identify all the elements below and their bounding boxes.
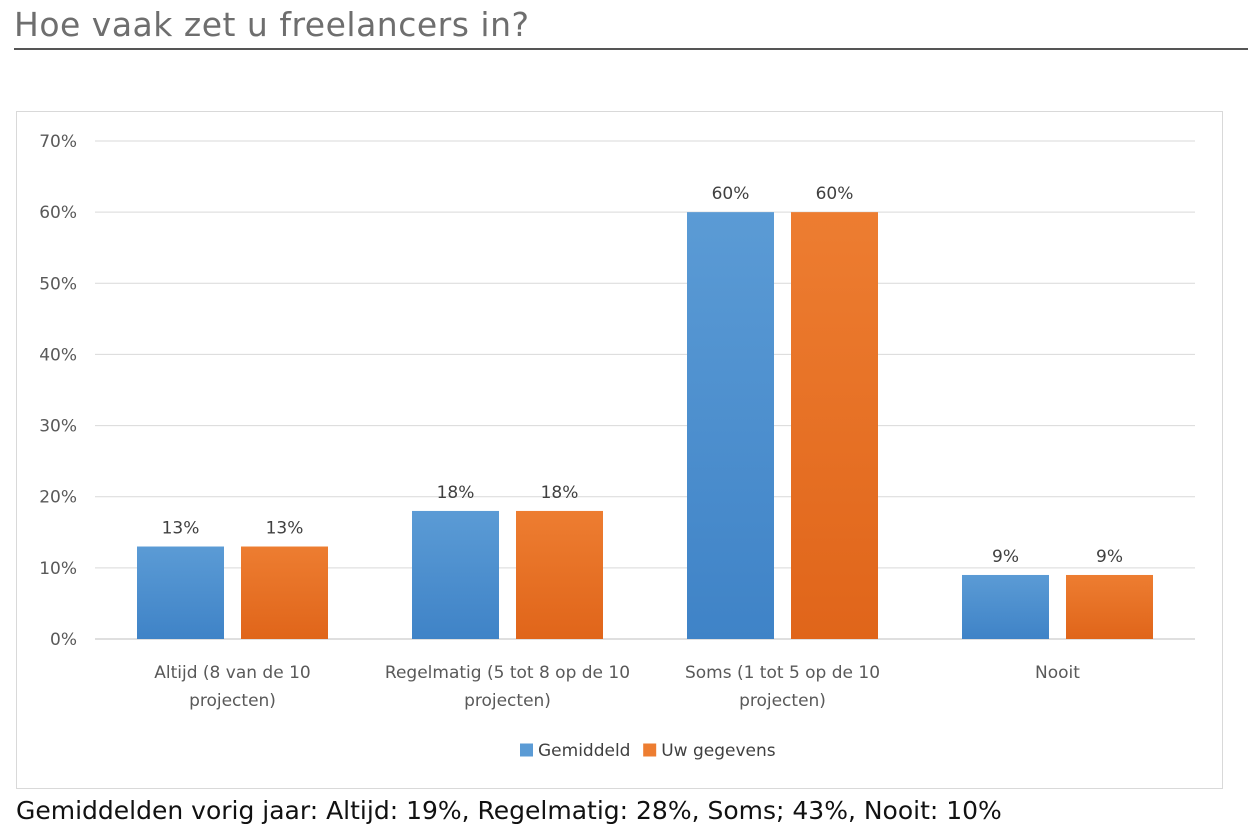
bar-uw-gegevens [791,212,878,639]
y-tick-label: 40% [39,345,77,365]
bar-gemiddeld [412,510,499,639]
data-label: 18% [437,483,475,503]
data-label: 13% [266,519,304,539]
page-title: Hoe vaak zet u freelancers in? [14,5,530,44]
bar-uw-gegevens [516,510,603,639]
bar-chart: 0% 10% 20% 30% 40% 50% 60% 70% 13% 13% Altijd (8 v… [39,132,1195,761]
x-category-label: Nooit [1035,663,1080,683]
y-tick-label: 50% [39,274,77,294]
data-label: 60% [816,184,854,204]
legend-label: Uw gegevens [661,741,776,761]
bar-gemiddeld [687,212,774,639]
y-tick-label: 20% [39,488,77,508]
chart-area: 0% 10% 20% 30% 40% 50% 60% 70% 13% 13% Altijd (8 v… [16,111,1223,789]
bar-uw-gegevens [241,546,328,639]
legend-label: Gemiddeld [538,741,630,761]
bar-uw-gegevens [1066,574,1153,639]
data-label: 13% [162,519,200,539]
x-category-label: Soms (1 tot 5 op de 10 projecten) [685,663,880,711]
y-tick-label: 10% [39,559,77,579]
data-label: 60% [712,184,750,204]
x-category-label: Altijd (8 van de 10 projecten) [154,663,310,711]
y-tick-label: 0% [50,630,77,650]
y-tick-label: 60% [39,203,77,223]
bar-gemiddeld [137,546,224,639]
bar-gemiddeld [962,574,1049,639]
y-tick-label: 30% [39,417,77,437]
y-tick-label: 70% [39,132,77,152]
data-label: 9% [1096,547,1123,567]
title-divider [14,48,1248,50]
previous-year-averages-note: Gemiddelden vorig jaar: Altijd: 19%, Reg… [16,796,1002,825]
data-label: 9% [992,547,1019,567]
data-label: 18% [541,483,579,503]
x-category-label: Regelmatig (5 tot 8 op de 10 projecten) [385,663,630,711]
legend-swatch [520,743,533,757]
legend-swatch [643,743,657,757]
